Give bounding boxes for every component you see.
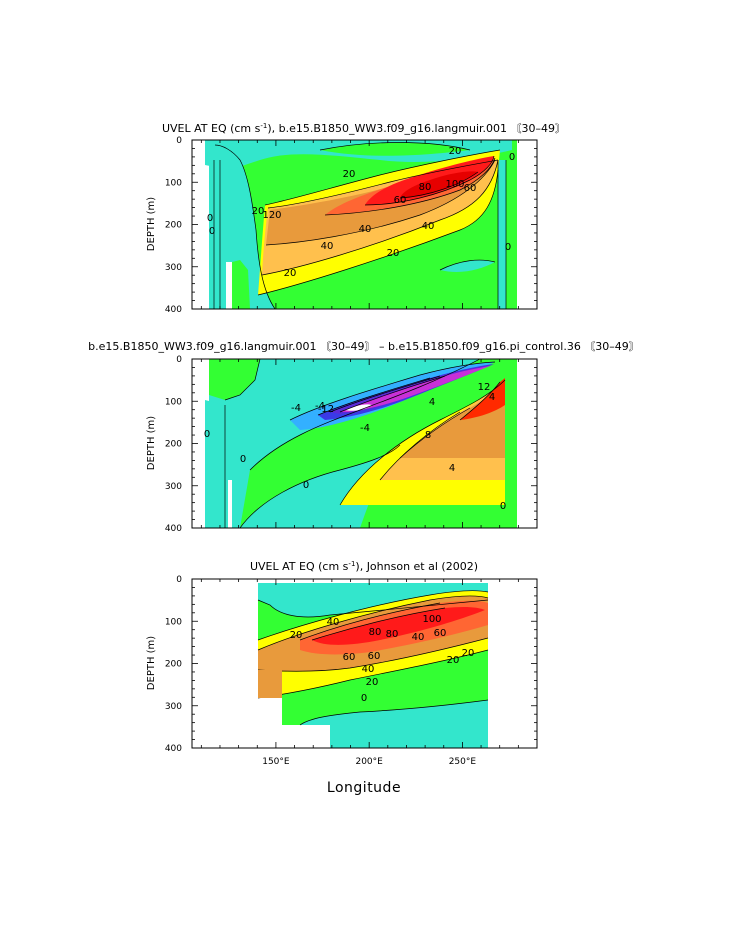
panel2-ylabel: DEPTH (m) — [146, 416, 157, 470]
panel1-ylabel: DEPTH (m) — [146, 197, 157, 251]
panel3-title: UVEL AT EQ (cm s-1), Johnson et al (2002… — [250, 560, 478, 573]
y-tick-label: 400 — [165, 744, 182, 754]
y-tick-label: 300 — [165, 263, 182, 273]
contour-label: 20 — [290, 630, 303, 641]
y-tick-label: 100 — [165, 617, 182, 627]
y-tick-label: 300 — [165, 702, 182, 712]
contour-label: 80 — [386, 629, 399, 640]
contour-label: 100 — [445, 179, 464, 190]
y-tick-label: 300 — [165, 482, 182, 492]
contour-label: 8 — [425, 430, 431, 441]
y-tick-label: 100 — [165, 178, 182, 188]
contour-label: 80 — [369, 627, 382, 638]
contour-label: 20 — [366, 677, 379, 688]
x-tick-label: 150°E — [262, 757, 290, 767]
panel3-ylabel: DEPTH (m) — [146, 636, 157, 690]
contour-label: -4 — [360, 423, 370, 434]
contour-label: 20 — [252, 206, 265, 217]
contour-label: 0 — [505, 242, 511, 253]
contour-label: 60 — [368, 651, 381, 662]
y-tick-label: 0 — [176, 136, 182, 146]
contour-label: 40 — [321, 241, 334, 252]
contour-label: 40 — [422, 221, 435, 232]
contour-label: 0 — [209, 226, 215, 237]
contour-label: 0 — [303, 480, 309, 491]
contour-label: 0 — [500, 501, 506, 512]
y-tick-label: 0 — [176, 575, 182, 585]
y-tick-label: 100 — [165, 397, 182, 407]
y-tick-label: 400 — [165, 305, 182, 315]
contour-label: 0 — [204, 429, 210, 440]
y-tick-label: 0 — [176, 355, 182, 365]
contour-label: 120 — [262, 210, 281, 221]
y-tick-label: 200 — [165, 660, 182, 670]
contour-label: 0 — [240, 454, 246, 465]
contour-label: 20 — [447, 655, 460, 666]
contour-label: 20 — [449, 146, 462, 157]
panel1-title: UVEL AT EQ (cm s-1), b.e15.B1850_WW3.f09… — [162, 122, 566, 135]
contour-label: -4 — [315, 401, 325, 412]
y-tick-label: 200 — [165, 440, 182, 450]
contour-label: 20 — [387, 248, 400, 259]
x-tick-label: 200°E — [355, 757, 383, 767]
x-tick-label: 250°E — [449, 757, 477, 767]
contour-label: 60 — [464, 183, 477, 194]
contour-label: 4 — [489, 392, 495, 403]
panel2-title: b.e15.B1850_WW3.f09_g16.langmuir.001 〘30… — [88, 340, 640, 353]
contour-label: 4 — [449, 463, 455, 474]
panel-model-uvel: 0 100 200 300 400 0 0 20 20 20 20 20 40 40 40 60 60 80 10… — [146, 122, 566, 315]
contour-label: 60 — [434, 628, 447, 639]
contour-label: 60 — [343, 652, 356, 663]
contour-label: -12 — [318, 404, 334, 415]
y-tick-label: 200 — [165, 221, 182, 231]
contour-label: 0 — [361, 693, 367, 704]
contour-label: 20 — [343, 169, 356, 180]
contour-label: 0 — [509, 152, 515, 163]
contour-label: 40 — [362, 664, 375, 675]
y-tick-label: 400 — [165, 524, 182, 534]
panel3-xlabel: Longitude — [327, 780, 401, 796]
contour-label: 0 — [207, 213, 213, 224]
contour-label: 4 — [429, 397, 435, 408]
contour-label: 60 — [394, 195, 407, 206]
contour-label: 20 — [462, 648, 475, 659]
contour-label: 40 — [327, 617, 340, 628]
contour-label: -4 — [291, 403, 301, 414]
contour-label: 40 — [412, 632, 425, 643]
contour-label: 100 — [422, 614, 441, 625]
contour-label: 12 — [478, 382, 491, 393]
contour-label: 40 — [359, 224, 372, 235]
contour-label: 80 — [419, 182, 432, 193]
contour-label: 20 — [284, 268, 297, 279]
